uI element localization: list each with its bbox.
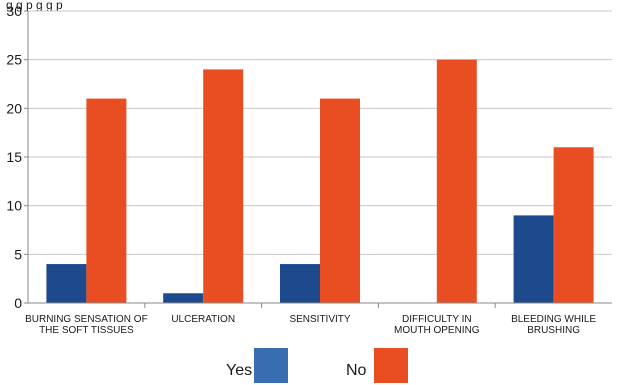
bar-yes-2 — [280, 264, 320, 303]
y-tick-label-20: 20 — [6, 100, 22, 116]
x-tick-label-0: BURNING SENSATION OF THE SOFT TISSUES — [25, 314, 148, 336]
bar-no-1 — [203, 69, 244, 304]
x-tick-label-1: ULCERATION — [171, 314, 235, 325]
bar-no-2 — [320, 98, 360, 303]
bar-yes-0 — [46, 264, 87, 303]
legend-swatch-yes — [254, 348, 288, 383]
y-tick-label-10: 10 — [6, 198, 22, 214]
x-tick-label-4: BLEEDING WHILE BRUSHING — [511, 314, 596, 336]
bar-yes-4 — [513, 215, 554, 303]
y-tick-label-5: 5 — [14, 246, 22, 262]
legend-swatch-no — [374, 348, 408, 383]
bar-no-3 — [436, 59, 477, 303]
y-tick-label-30: 30 — [6, 3, 22, 19]
bars — [46, 59, 594, 304]
y-tick-label-15: 15 — [6, 149, 22, 165]
y-tick-label-25: 25 — [6, 52, 22, 68]
legend-label-no: No — [346, 362, 367, 379]
legend: Yes No — [226, 348, 408, 383]
legend-label-yes: Yes — [226, 362, 252, 379]
bar-yes-1 — [163, 293, 204, 303]
x-tick-label-2: SENSITIVITY — [289, 314, 350, 325]
x-tick-label-3: DIFFICULTY IN MOUTH OPENING — [394, 314, 480, 336]
y-axis-ticks: 0 5 10 15 20 25 30 — [6, 3, 28, 311]
axes — [27, 11, 612, 308]
bar-no-0 — [86, 98, 127, 303]
chart-title-partial: g g p g g p — [6, 0, 63, 12]
x-axis-labels: BURNING SENSATION OF THE SOFT TISSUES ULCE… — [25, 314, 596, 336]
y-tick-label-0: 0 — [14, 295, 22, 311]
bar-no-4 — [553, 147, 594, 303]
